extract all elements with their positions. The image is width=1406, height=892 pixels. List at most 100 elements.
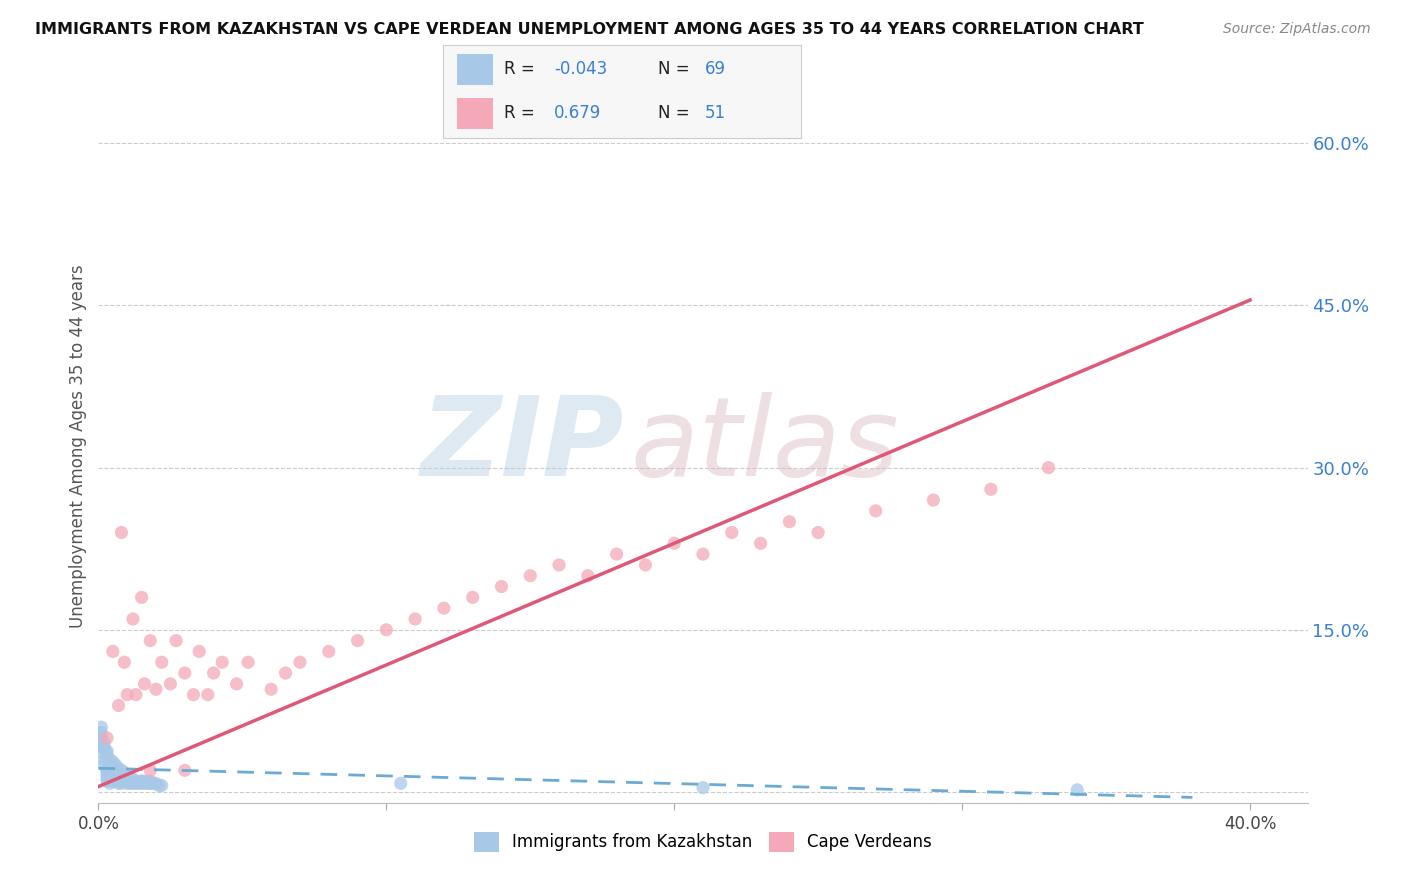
Point bbox=[107, 698, 129, 713]
Point bbox=[107, 761, 129, 775]
Point bbox=[150, 655, 173, 669]
Point bbox=[98, 753, 121, 767]
Y-axis label: Unemployment Among Ages 35 to 44 years: Unemployment Among Ages 35 to 44 years bbox=[69, 264, 87, 628]
Point bbox=[145, 776, 167, 790]
Point bbox=[236, 655, 259, 669]
Point bbox=[404, 612, 426, 626]
Point bbox=[101, 755, 124, 769]
Point bbox=[101, 774, 124, 789]
Point bbox=[122, 774, 145, 789]
Point bbox=[183, 688, 205, 702]
Text: R =: R = bbox=[503, 104, 540, 122]
Point bbox=[134, 677, 156, 691]
Point bbox=[211, 655, 233, 669]
Point bbox=[519, 568, 541, 582]
Point bbox=[96, 744, 118, 758]
Point bbox=[131, 591, 153, 605]
Point bbox=[112, 774, 135, 789]
Point bbox=[104, 772, 127, 786]
Point bbox=[173, 764, 195, 778]
Text: atlas: atlas bbox=[630, 392, 898, 500]
Point bbox=[96, 765, 118, 780]
Point bbox=[115, 688, 138, 702]
Point bbox=[101, 765, 124, 780]
Point bbox=[112, 765, 135, 780]
Point bbox=[93, 758, 115, 772]
Point bbox=[98, 769, 121, 783]
Point bbox=[634, 558, 657, 572]
Text: R =: R = bbox=[503, 61, 540, 78]
Point bbox=[165, 633, 187, 648]
Point bbox=[128, 776, 150, 790]
Point bbox=[96, 774, 118, 789]
Point bbox=[159, 677, 181, 691]
Point bbox=[375, 623, 398, 637]
Point bbox=[922, 493, 945, 508]
Point bbox=[664, 536, 686, 550]
Point bbox=[98, 764, 121, 778]
Point bbox=[188, 644, 211, 658]
Point bbox=[1066, 782, 1088, 797]
Point bbox=[90, 725, 112, 739]
Point bbox=[93, 747, 115, 761]
Point bbox=[110, 776, 132, 790]
Point bbox=[139, 764, 162, 778]
Point bbox=[104, 769, 127, 783]
Text: ZIP: ZIP bbox=[420, 392, 624, 500]
Point bbox=[122, 612, 145, 626]
Point bbox=[107, 776, 129, 790]
Point bbox=[93, 741, 115, 756]
Point bbox=[692, 547, 714, 561]
Point bbox=[749, 536, 772, 550]
Point bbox=[433, 601, 456, 615]
Point bbox=[202, 666, 225, 681]
Point bbox=[101, 772, 124, 786]
Point bbox=[104, 774, 127, 789]
Point bbox=[96, 769, 118, 783]
Text: N =: N = bbox=[658, 104, 695, 122]
Point bbox=[980, 482, 1002, 496]
Point bbox=[197, 688, 219, 702]
Point bbox=[131, 776, 153, 790]
Point bbox=[692, 780, 714, 795]
Text: -0.043: -0.043 bbox=[554, 61, 607, 78]
Point bbox=[139, 774, 162, 789]
Point bbox=[125, 776, 148, 790]
Point bbox=[96, 764, 118, 778]
Point bbox=[346, 633, 368, 648]
Point bbox=[110, 764, 132, 778]
Point bbox=[96, 731, 118, 745]
Point bbox=[96, 772, 118, 786]
Point bbox=[122, 772, 145, 786]
Point bbox=[90, 720, 112, 734]
Point bbox=[107, 774, 129, 789]
Point bbox=[461, 591, 484, 605]
Text: 69: 69 bbox=[704, 61, 725, 78]
Point bbox=[136, 776, 159, 790]
Point bbox=[225, 677, 247, 691]
Point bbox=[139, 776, 162, 790]
Point bbox=[110, 525, 132, 540]
Text: 51: 51 bbox=[704, 104, 725, 122]
Point bbox=[134, 776, 156, 790]
Point bbox=[125, 774, 148, 789]
Point bbox=[150, 779, 173, 793]
Bar bbox=[457, 98, 494, 129]
Point bbox=[112, 772, 135, 786]
Legend: Immigrants from Kazakhstan, Cape Verdeans: Immigrants from Kazakhstan, Cape Verdean… bbox=[467, 825, 939, 859]
Point bbox=[131, 774, 153, 789]
Point bbox=[115, 774, 138, 789]
Point bbox=[778, 515, 800, 529]
Point bbox=[139, 633, 162, 648]
Point bbox=[104, 758, 127, 772]
Point bbox=[318, 644, 340, 658]
Point bbox=[548, 558, 571, 572]
Point bbox=[93, 741, 115, 756]
Point bbox=[260, 682, 283, 697]
Point bbox=[865, 504, 887, 518]
Point bbox=[110, 774, 132, 789]
Point bbox=[120, 774, 142, 789]
Point bbox=[576, 568, 599, 582]
Bar bbox=[457, 54, 494, 85]
Point bbox=[125, 688, 148, 702]
